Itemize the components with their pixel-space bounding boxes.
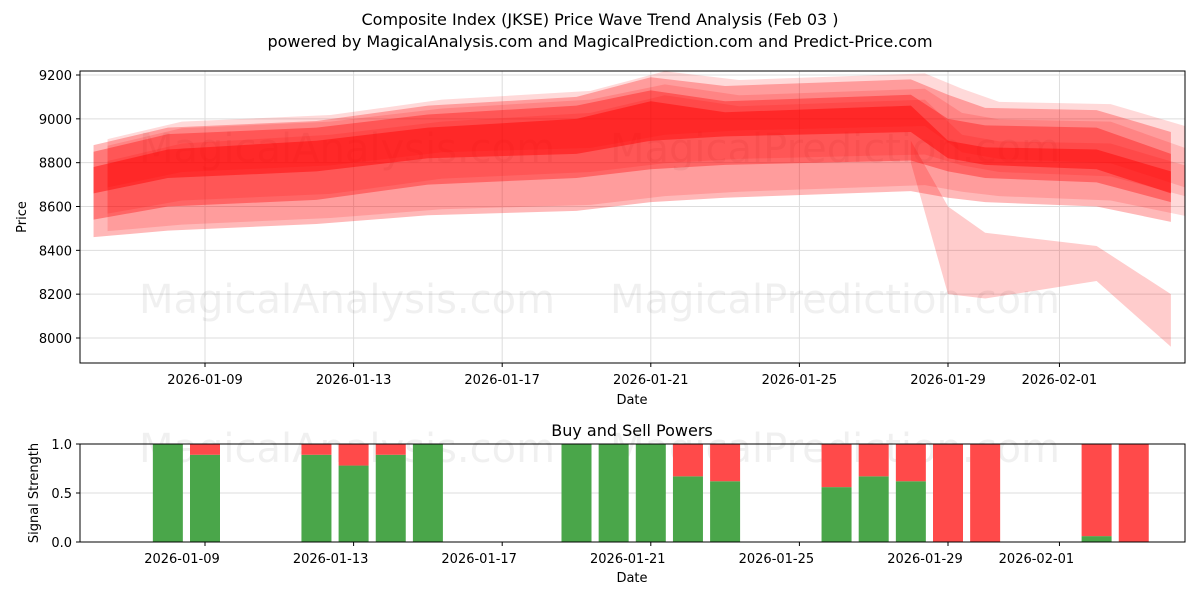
sell-bar [933, 444, 963, 542]
sell-bar [672, 444, 703, 477]
buy-bar [895, 481, 926, 542]
main-plot-frame [79, 70, 1186, 364]
price-band-outer-band [93, 77, 1171, 238]
x-tick-label: 2026-01-29 [910, 373, 986, 388]
buy-bar [598, 444, 629, 542]
watermark: MagicalPrediction.com [610, 277, 1060, 323]
watermark: MagicalAnalysis.com [139, 126, 555, 172]
x-axis-label: Date [616, 393, 647, 408]
y-tick-label: 8600 [39, 201, 72, 216]
y-tick-label: 9200 [39, 69, 72, 84]
x-tick-label: 2026-02-01 [1022, 373, 1098, 388]
x-tick-label: 2026-01-25 [739, 552, 815, 567]
x-tick-label: 2026-01-21 [613, 373, 689, 388]
y-tick-label: 1.0 [51, 438, 72, 453]
sell-bar [1118, 444, 1149, 542]
sell-bar [338, 444, 369, 466]
watermark: MagicalAnalysis.com [139, 277, 555, 323]
buy-bar [338, 465, 369, 542]
chart-title: Composite Index (JKSE) Price Wave Trend … [361, 10, 839, 29]
sell-bar [375, 444, 406, 455]
price-band-echo [107, 95, 1185, 188]
bar-plot-frame [79, 443, 1186, 543]
x-tick-label: 2026-01-29 [887, 552, 963, 567]
sell-bar [821, 444, 852, 488]
sell-bar [190, 444, 220, 455]
price-band-mid-band [93, 90, 1171, 220]
chart-subtitle: powered by MagicalAnalysis.com and Magic… [267, 32, 933, 51]
y-tick-label: 0.5 [51, 487, 72, 502]
y-tick-label: 8000 [39, 332, 72, 347]
x-tick-label: 2026-02-01 [999, 552, 1075, 567]
x-tick-label: 2026-01-13 [293, 552, 369, 567]
x-tick-label: 2026-01-25 [762, 373, 838, 388]
y-tick-label: 9000 [39, 113, 72, 128]
sell-bar [895, 444, 926, 482]
x-tick-label: 2026-01-09 [144, 552, 220, 567]
price-band-echo [107, 84, 1185, 214]
buy-bar [152, 444, 183, 542]
buy-bar [412, 444, 443, 542]
buy-bar [1081, 536, 1112, 542]
price-band-downside-band [910, 140, 1171, 347]
x-tick-label: 2026-01-17 [441, 552, 517, 567]
buy-bar [301, 454, 332, 542]
y-axis-label: Signal Strength [27, 443, 42, 543]
buy-bar [672, 476, 703, 542]
x-tick-label: 2026-01-13 [316, 373, 392, 388]
sell-bar [970, 444, 1001, 542]
x-tick-label: 2026-01-09 [167, 373, 243, 388]
price-band-echo [107, 71, 1185, 232]
buy-bar [858, 476, 889, 542]
x-axis-label: Date [616, 571, 647, 586]
y-tick-label: 8800 [39, 157, 72, 172]
buy-bar [821, 487, 852, 542]
buy-bar [710, 481, 741, 542]
price-band-core-band [93, 101, 1171, 194]
sell-bar [301, 444, 332, 455]
y-axis-label: Price [15, 201, 30, 233]
y-tick-label: 8200 [39, 288, 72, 303]
bar-chart-title: Buy and Sell Powers [551, 421, 713, 440]
buy-bar [375, 454, 406, 542]
watermark: MagicalPrediction.com [610, 126, 1060, 172]
y-tick-label: 8400 [39, 244, 72, 259]
sell-bar [710, 444, 741, 482]
sell-bar [1081, 444, 1112, 537]
x-tick-label: 2026-01-21 [590, 552, 666, 567]
buy-bar [635, 444, 666, 542]
buy-bar [190, 454, 220, 542]
buy-bar [561, 444, 592, 542]
y-tick-label: 0.0 [51, 536, 72, 551]
sell-bar [858, 444, 889, 477]
x-tick-label: 2026-01-17 [464, 373, 540, 388]
